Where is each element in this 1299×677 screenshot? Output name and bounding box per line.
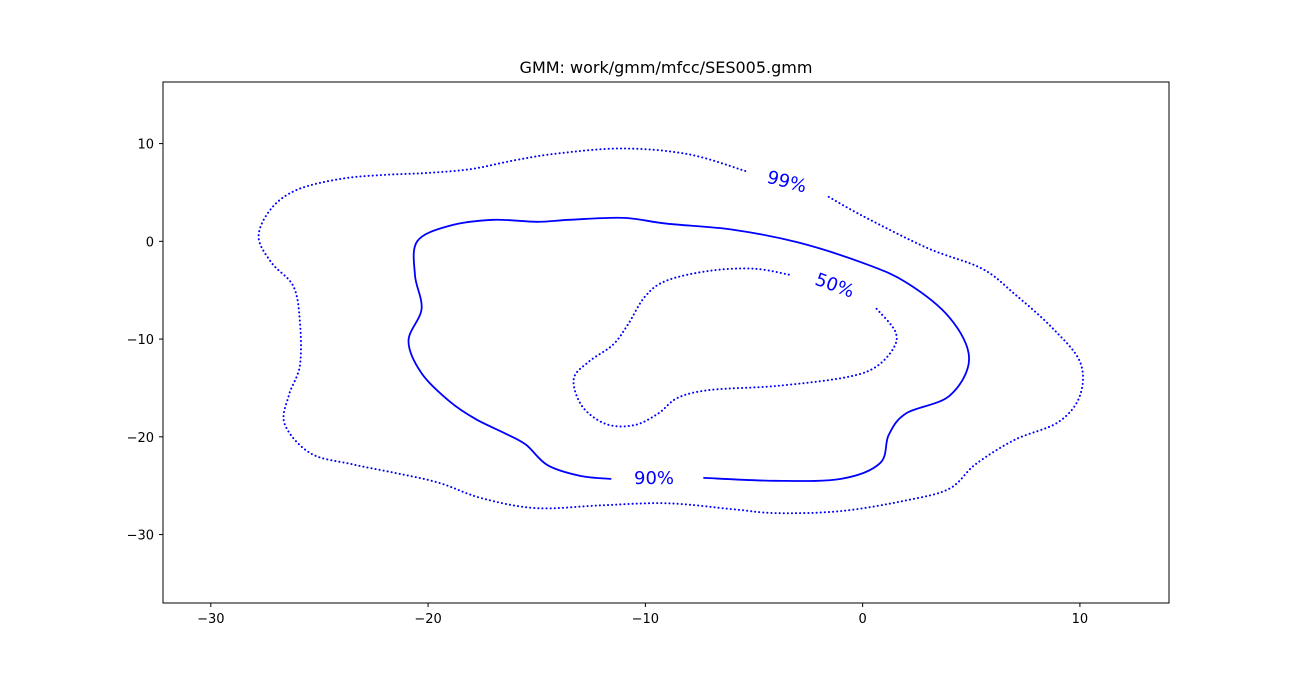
x-tick-label: −30 xyxy=(197,612,224,627)
chart-title: GMM: work/gmm/mfcc/SES005.gmm xyxy=(520,58,813,77)
contour-label-50: 50% xyxy=(812,269,857,302)
contour-line-90 xyxy=(407,216,970,482)
x-tick-label: −10 xyxy=(632,612,659,627)
y-tick-label: −10 xyxy=(127,333,154,348)
y-tick-label: −20 xyxy=(127,431,154,446)
y-tick-label: 0 xyxy=(146,235,154,250)
contour-line-99 xyxy=(257,147,1085,515)
x-tick-label: 10 xyxy=(1072,612,1089,627)
x-tick-label: 0 xyxy=(858,612,866,627)
axes: −30 −20 −10 0 10 10 0 −10 −20 −30 xyxy=(127,138,1089,627)
contour-label-90: 90% xyxy=(634,468,674,489)
y-tick-label: −30 xyxy=(127,529,154,544)
y-tick-label: 10 xyxy=(137,138,154,153)
contour-line-50 xyxy=(572,267,898,428)
x-tick-label: −20 xyxy=(414,612,441,627)
plot-area: 99% 50% 90% xyxy=(257,147,1085,515)
contour-label-99: 99% xyxy=(765,167,809,198)
plot-frame xyxy=(162,81,1170,604)
